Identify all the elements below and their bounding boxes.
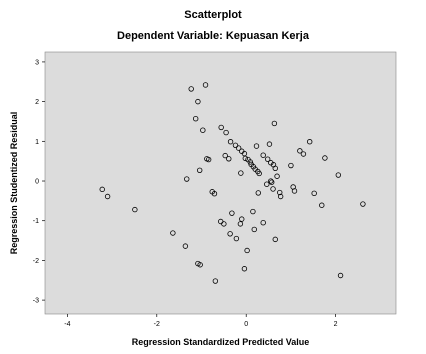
scatter-point: [205, 156, 212, 163]
scatter-point: [272, 236, 278, 243]
scatter-point: [242, 155, 249, 162]
scatter-point: [227, 139, 234, 145]
scatter-point: [238, 170, 244, 176]
scatter-point: [266, 141, 273, 147]
scatter-point: [274, 173, 280, 179]
scatter-point: [244, 247, 250, 254]
scatter-point: [211, 191, 218, 197]
scatter-point: [360, 201, 366, 207]
chart-title: Scatterplot: [184, 9, 242, 21]
y-tick-label: -3: [33, 298, 39, 305]
scatter-point: [253, 143, 260, 149]
scatter-point: [247, 159, 253, 165]
scatter-point: [335, 172, 342, 178]
scatter-point: [272, 165, 278, 172]
scatter-point: [232, 142, 239, 148]
scatter-point: [288, 162, 294, 169]
y-tick-label: 1: [35, 139, 39, 146]
scatter-point: [202, 82, 209, 88]
scatter-point: [268, 179, 275, 185]
scatter-point: [300, 151, 307, 157]
scatter-point: [229, 210, 235, 216]
scatter-point: [268, 178, 274, 184]
scatter-point: [233, 235, 240, 242]
scatter-point: [104, 193, 111, 200]
y-axis-label: Regression Studentized Residual: [9, 112, 19, 255]
y-tick-label: 3: [35, 59, 39, 66]
x-tick-label: 2: [334, 321, 338, 328]
scatter-point: [241, 266, 248, 272]
scatter-point: [195, 98, 201, 105]
scatter-point: [260, 152, 266, 158]
scatter-point: [212, 278, 219, 284]
scatter-point: [337, 272, 344, 279]
scatter-point: [291, 188, 298, 194]
scatter-point: [250, 208, 256, 215]
scatter-point: [256, 170, 262, 177]
y-tick-label: -2: [33, 258, 39, 265]
scatter-point: [235, 145, 242, 151]
y-tick-label: -1: [33, 218, 39, 225]
scatter-point: [195, 260, 201, 267]
scatter-point: [264, 181, 270, 187]
scatter-point: [277, 189, 283, 196]
scatter-point: [277, 193, 284, 200]
scatter-point: [311, 190, 317, 197]
scatter-point: [226, 156, 232, 162]
chart-subtitle: Dependent Variable: Kepuasan Kerja: [117, 30, 309, 42]
scatter-point: [182, 243, 189, 249]
x-tick-label: -4: [64, 321, 70, 328]
scatter-point: [223, 129, 229, 136]
scatter-point: [192, 115, 199, 122]
scatter-point: [297, 148, 303, 154]
y-tick-label: 0: [35, 179, 39, 186]
scatter-point: [99, 186, 105, 193]
scatter-point: [222, 152, 228, 159]
scatter-point: [237, 221, 244, 227]
scatter-point: [270, 186, 276, 192]
scatter-point: [218, 124, 224, 131]
scatter-point: [200, 127, 206, 133]
scatter-point: [132, 206, 138, 213]
x-tick-label: -2: [154, 321, 160, 328]
x-axis-label: Regression Standardized Predicted Value: [132, 337, 310, 347]
scatter-point: [170, 230, 176, 236]
scatter-point: [239, 216, 245, 222]
scatter-point: [227, 231, 233, 237]
scatter-point: [221, 221, 227, 227]
scatter-point: [184, 176, 190, 182]
scatter-point: [255, 190, 261, 196]
scatter-point: [322, 155, 328, 161]
plot-area: [44, 51, 397, 315]
scatter-point: [197, 167, 203, 173]
x-tick-label: 0: [244, 321, 248, 328]
scatter-point: [264, 156, 271, 162]
scatter-point: [307, 139, 313, 145]
y-tick-label: 2: [35, 99, 39, 106]
scatter-point: [271, 120, 278, 127]
scatter-point: [188, 86, 194, 92]
scatter-point: [260, 219, 266, 226]
scatter-point: [319, 202, 325, 208]
scatter-point: [251, 226, 257, 233]
